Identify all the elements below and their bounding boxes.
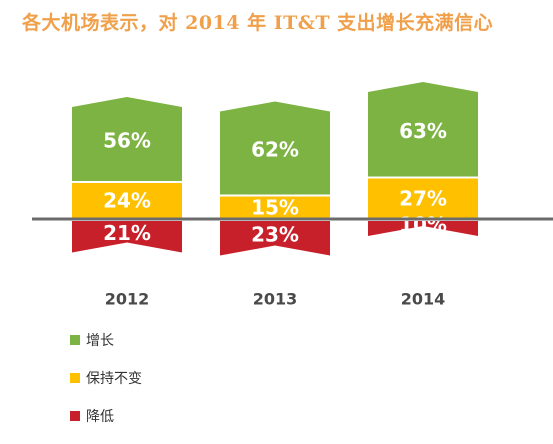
label-growth-2013: 62% <box>251 138 299 162</box>
label-decline-2012: 21% <box>103 221 151 245</box>
year-label-2013: 2013 <box>253 290 298 309</box>
legend: 增长 保持不变 降低 <box>70 330 142 444</box>
chart-title: 各大机场表示，对 2014 年 IT&T 支出增长充满信心 <box>22 12 494 34</box>
bar-growth-2012 <box>72 97 182 181</box>
legend-swatch-decline <box>70 411 80 421</box>
legend-swatch-growth <box>70 335 80 345</box>
legend-label-decline: 降低 <box>86 409 114 425</box>
label-growth-2014: 63% <box>399 119 447 143</box>
label-same-2012: 24% <box>103 189 151 213</box>
bar-decline-2012 <box>72 221 182 253</box>
label-decline-2014: 10% <box>399 213 447 237</box>
bar-same-2014 <box>368 178 478 219</box>
legend-label-growth: 增长 <box>86 333 114 349</box>
bar-same-2012 <box>72 183 182 219</box>
label-same-2014: 27% <box>399 186 447 210</box>
legend-item-decline: 降低 <box>70 406 142 426</box>
label-growth-2012: 56% <box>103 129 151 153</box>
bar-decline-2013 <box>220 221 330 256</box>
year-label-2014: 2014 <box>401 290 446 309</box>
bar-decline-2014 <box>368 221 478 236</box>
bar-growth-2013 <box>220 101 330 195</box>
bar-growth-2014 <box>368 82 478 177</box>
label-decline-2013: 23% <box>251 222 299 246</box>
legend-item-growth: 增长 <box>70 330 142 350</box>
legend-swatch-same <box>70 373 80 383</box>
year-label-2012: 2012 <box>105 290 150 309</box>
legend-label-same: 保持不变 <box>86 371 142 387</box>
label-same-2013: 15% <box>251 195 299 219</box>
legend-item-same: 保持不变 <box>70 368 142 388</box>
bar-same-2013 <box>220 196 330 219</box>
